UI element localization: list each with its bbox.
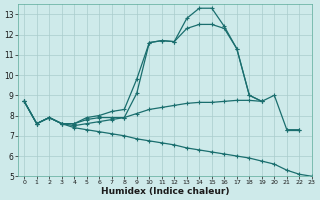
X-axis label: Humidex (Indice chaleur): Humidex (Indice chaleur) <box>101 187 229 196</box>
